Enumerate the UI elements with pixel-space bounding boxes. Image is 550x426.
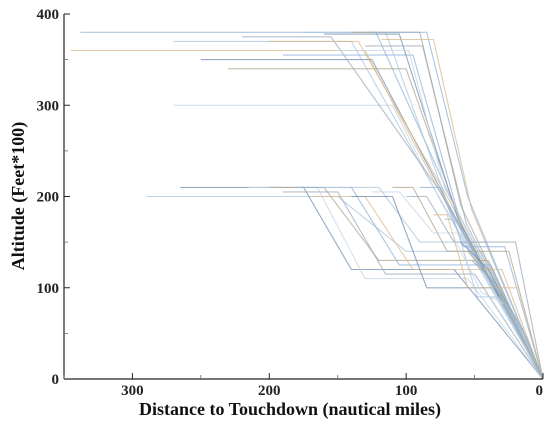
trajectory-line <box>283 191 544 380</box>
trajectory-line <box>337 186 544 380</box>
y-tick-label: 300 <box>37 98 60 114</box>
x-tick-label: 0 <box>536 383 544 399</box>
trajectory-line <box>444 218 544 380</box>
y-axis-label: Altitude (Feet*100) <box>8 122 29 270</box>
y-tick-label: 0 <box>52 372 60 388</box>
trajectory-line <box>310 195 544 380</box>
trajectory-line <box>371 191 544 380</box>
trajectory-line <box>419 186 544 380</box>
trajectory-line <box>228 68 544 380</box>
y-tick-label: 200 <box>37 190 60 206</box>
trajectory-line <box>241 36 544 380</box>
trajectory-line <box>269 186 544 380</box>
trajectory-line <box>296 186 544 380</box>
trajectory-line <box>433 214 544 380</box>
trajectory-line <box>406 195 544 380</box>
plot-series <box>70 31 544 380</box>
trajectory-line <box>70 49 544 380</box>
y-tick-label: 100 <box>37 281 60 297</box>
ticks: 0 100 200 300 400 300 200 100 0 <box>37 7 544 399</box>
x-tick-label: 300 <box>121 383 144 399</box>
y-tick-label: 400 <box>37 7 60 23</box>
trajectory-line <box>303 31 544 380</box>
trajectory-line <box>173 104 544 380</box>
trajectory-line <box>324 33 544 380</box>
trajectory-line <box>200 59 544 380</box>
x-tick-label: 100 <box>395 383 418 399</box>
x-axis-label: Distance to Touchdown (nautical miles) <box>139 399 441 420</box>
trajectory-line <box>173 40 544 380</box>
x-tick-label: 200 <box>258 383 281 399</box>
trajectory-line <box>80 31 544 380</box>
trajectory-line <box>392 186 544 380</box>
trajectory-line <box>476 261 544 380</box>
trajectory-line <box>453 237 544 380</box>
